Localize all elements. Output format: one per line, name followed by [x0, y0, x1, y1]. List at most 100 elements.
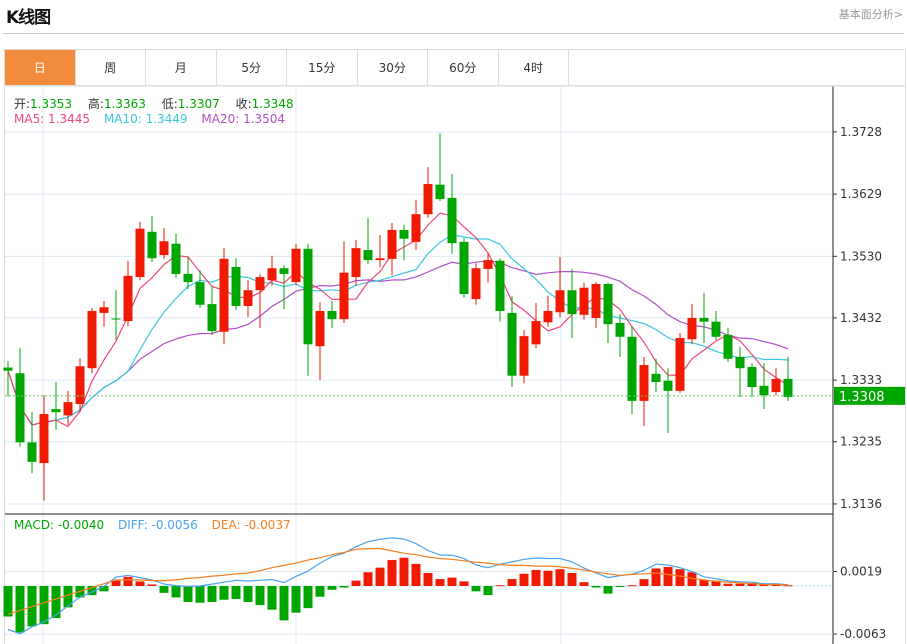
candle — [375, 234, 385, 268]
macd-bar — [387, 560, 397, 586]
tab-day[interactable]: 日 — [5, 50, 76, 85]
macd-bar — [447, 577, 457, 586]
candle — [435, 133, 445, 202]
macd-bar — [63, 585, 73, 608]
ma5-line — [7, 212, 789, 428]
candle-body — [363, 250, 373, 261]
candle — [147, 216, 157, 262]
ma10-line — [7, 234, 789, 426]
candle-body — [519, 336, 529, 376]
candle — [315, 302, 325, 381]
candle — [519, 329, 529, 384]
candle-body — [291, 248, 301, 283]
macd-bar — [699, 579, 709, 586]
candle-body — [159, 241, 169, 256]
macd-bar — [603, 585, 613, 594]
candle-body — [447, 197, 457, 244]
macd-bar — [507, 579, 517, 586]
candle — [243, 280, 253, 318]
candle — [771, 368, 781, 396]
macd-bar — [615, 585, 625, 587]
candle — [627, 326, 637, 415]
candle-body — [243, 290, 253, 306]
candle — [75, 358, 85, 413]
ma20-line — [7, 260, 789, 426]
candle — [387, 223, 397, 276]
y-tick-label: 1.3629 — [840, 187, 882, 201]
candle — [555, 256, 565, 318]
tab-30min[interactable]: 30分 — [358, 50, 428, 85]
tab-week[interactable]: 周 — [76, 50, 146, 85]
high-label: 高: — [87, 97, 104, 111]
macd-bar — [219, 585, 229, 600]
macd-bar — [747, 582, 757, 586]
macd-bar — [663, 566, 673, 586]
macd-bar — [591, 585, 601, 588]
candle — [303, 243, 313, 376]
candle-body — [111, 318, 121, 320]
macd-bar — [231, 585, 241, 599]
candle — [195, 270, 205, 308]
candle-body — [771, 378, 781, 393]
candle — [39, 395, 49, 501]
candle-body — [435, 184, 445, 200]
macd-bar — [183, 585, 193, 603]
dea-line — [7, 547, 789, 615]
candle — [471, 263, 481, 305]
candle — [507, 295, 517, 388]
candle-body — [567, 290, 577, 315]
tab-month[interactable]: 月 — [146, 50, 217, 85]
candle-body — [75, 366, 85, 405]
close-value: 1.3348 — [251, 97, 294, 111]
macd-bar — [759, 584, 769, 586]
candle-body — [711, 321, 721, 337]
candle-body — [3, 367, 13, 371]
y-tick-label: 1.3333 — [840, 373, 882, 387]
candle-body — [459, 241, 469, 295]
macd-bar — [39, 585, 49, 625]
candle-body — [315, 310, 325, 347]
candle — [123, 260, 133, 327]
candle — [15, 348, 25, 447]
candle-body — [747, 366, 757, 388]
candle — [567, 268, 577, 339]
tab-4hour[interactable]: 4时 — [499, 50, 569, 85]
candle — [423, 167, 433, 218]
candle-body — [51, 409, 61, 413]
candle-body — [279, 268, 289, 274]
candle-body — [195, 282, 205, 305]
y-tick-label: 1.3432 — [840, 311, 882, 325]
candle — [687, 304, 697, 345]
macd-bar — [279, 585, 289, 621]
candle-body — [651, 373, 661, 383]
macd-bar — [147, 584, 157, 586]
candle — [111, 290, 121, 340]
candle-body — [39, 414, 49, 464]
page-title: K线图 — [6, 8, 51, 28]
ohlc-legend: 开:1.3353 高:1.3363 低:1.3307 收:1.3348 — [14, 95, 300, 112]
macd-bar — [783, 585, 793, 587]
tab-15min[interactable]: 15分 — [287, 50, 358, 85]
candle-body — [591, 283, 601, 318]
candle-body — [339, 272, 349, 320]
candle-body — [219, 258, 229, 332]
tab-60min[interactable]: 60分 — [428, 50, 499, 85]
candle-body — [543, 310, 553, 323]
macd-bar — [687, 572, 697, 586]
candle-body — [783, 378, 793, 398]
candle — [579, 282, 589, 320]
macd-bar — [567, 573, 577, 586]
candle-body — [663, 380, 673, 391]
candle-body — [675, 338, 685, 391]
candle — [615, 314, 625, 357]
candle — [183, 256, 193, 290]
macd-legend: MACD: -0.0040 DIFF: -0.0056 DEA: -0.0037 — [14, 518, 297, 532]
macd-bar — [87, 585, 97, 596]
candle-body — [603, 283, 613, 325]
candle-body — [63, 402, 73, 416]
candle-body — [87, 310, 97, 369]
fundamental-analysis-link[interactable]: 基本面分析> — [838, 8, 903, 21]
tab-5min[interactable]: 5分 — [217, 50, 287, 85]
current-price-label: 1.3308 — [839, 390, 885, 405]
